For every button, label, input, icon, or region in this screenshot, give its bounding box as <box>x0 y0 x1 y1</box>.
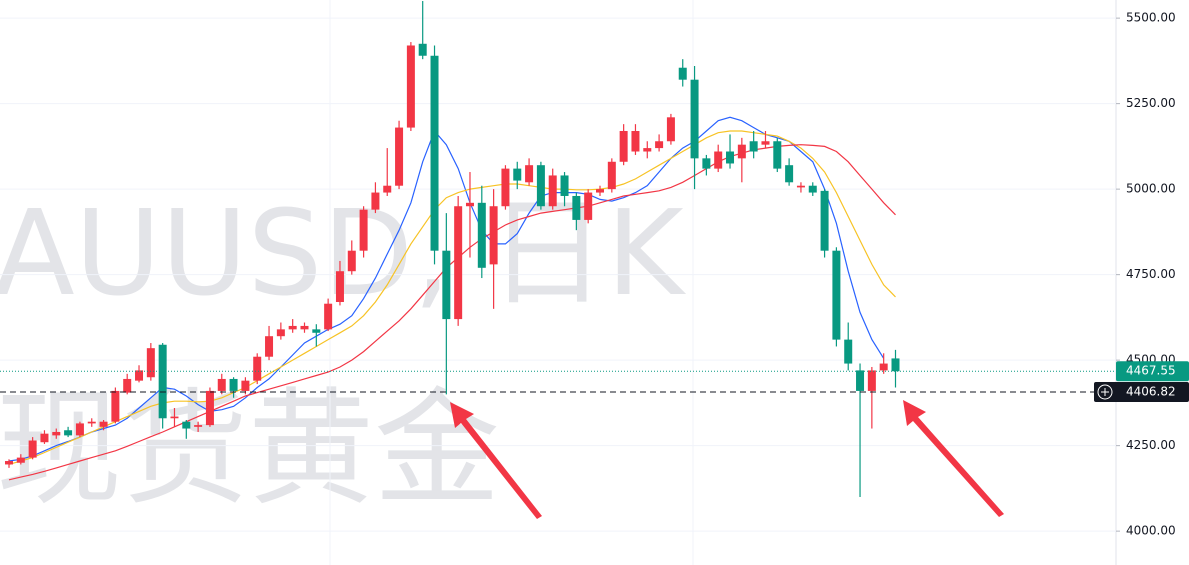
candle-body <box>87 421 96 424</box>
last-price-box <box>1116 361 1189 382</box>
y-tick-label: 5250.00 <box>1126 96 1176 110</box>
ma-line <box>8 144 896 481</box>
candle-body <box>406 45 415 128</box>
candle-body <box>324 303 333 330</box>
candle-body <box>276 329 285 337</box>
candle-body <box>513 168 522 181</box>
y-tick-label: 5000.00 <box>1126 182 1176 196</box>
candle-body <box>737 144 746 159</box>
candle-body <box>229 378 238 391</box>
candle-body <box>879 363 888 371</box>
candle-body <box>465 202 474 207</box>
candle-body <box>596 189 604 193</box>
candle-body <box>312 329 321 333</box>
candle-body <box>726 151 735 164</box>
candle-body <box>205 390 214 426</box>
candle-body <box>891 358 900 372</box>
candle-body <box>99 421 108 427</box>
candle-body <box>194 425 203 427</box>
arrow <box>450 402 542 519</box>
candle-body <box>217 378 226 391</box>
candle-body <box>135 370 144 381</box>
candle-body <box>489 206 498 265</box>
candle-body <box>501 168 510 207</box>
candle-body <box>40 433 49 443</box>
candle-body <box>300 325 309 330</box>
candle-body <box>395 127 404 186</box>
candle-body <box>64 430 73 436</box>
candle-body <box>5 461 13 465</box>
candle-body <box>560 175 569 196</box>
candle-body <box>418 43 427 56</box>
candle-body <box>655 141 664 149</box>
candle-body <box>666 117 675 142</box>
candle-body <box>548 175 557 207</box>
y-tick-label: 4250.00 <box>1126 438 1176 452</box>
candle-body <box>678 67 687 80</box>
candle-body <box>265 336 274 357</box>
candle-body <box>359 209 368 251</box>
candle-body <box>123 378 132 393</box>
candle-body <box>52 431 61 436</box>
crosshair-plus <box>1101 388 1109 397</box>
crosshair-label: 4406.82 <box>1126 385 1176 399</box>
candle-body <box>170 416 179 419</box>
candle-body <box>536 165 545 207</box>
candle-body <box>383 185 392 193</box>
candle-body <box>253 356 262 381</box>
candle-body <box>584 192 593 220</box>
candle-body <box>773 141 782 169</box>
candle-body <box>347 250 356 272</box>
candle-body <box>477 202 486 268</box>
watermark-subtitle: 现货黄金 <box>0 376 500 523</box>
ma-line <box>8 116 885 462</box>
ma-line <box>8 130 896 465</box>
candle-body <box>75 423 84 436</box>
candle-body <box>288 325 297 330</box>
candle-body <box>690 79 699 159</box>
candle-body <box>619 130 628 162</box>
y-tick-label: 4000.00 <box>1126 524 1176 538</box>
crosshair-box <box>1094 382 1189 403</box>
candle-body <box>714 151 723 169</box>
candle-body <box>158 344 167 419</box>
candle-body <box>796 185 805 188</box>
candle-body <box>749 141 758 152</box>
candle-body <box>572 195 581 220</box>
candle-body <box>335 271 344 302</box>
candle-body <box>371 192 380 210</box>
candle-body <box>702 158 711 169</box>
candle-body <box>867 370 876 391</box>
candle-body <box>28 440 37 458</box>
candle-body <box>643 148 652 152</box>
crosshair-icon <box>1097 384 1113 400</box>
candle-body <box>442 250 451 320</box>
candle-body <box>16 457 25 463</box>
candle-body <box>785 165 794 183</box>
last-price-label: 4467.55 <box>1126 364 1176 378</box>
candle-body <box>808 185 817 193</box>
candle-body <box>111 390 120 422</box>
candle-body <box>146 348 155 378</box>
candle-body <box>525 165 534 183</box>
candle-body <box>182 421 191 429</box>
candle-body <box>607 161 616 190</box>
candle-body <box>454 206 463 320</box>
candle-body <box>820 190 829 251</box>
candle-body <box>430 55 439 251</box>
candle-body <box>241 380 250 391</box>
y-tick-label: 5500.00 <box>1126 11 1176 25</box>
arrow <box>903 400 1004 517</box>
candle-body <box>631 130 640 152</box>
candle-body <box>844 339 853 364</box>
candle-body <box>832 250 841 340</box>
y-tick-label: 4750.00 <box>1126 267 1176 281</box>
candle-body <box>761 141 770 145</box>
candle-body <box>856 370 865 391</box>
